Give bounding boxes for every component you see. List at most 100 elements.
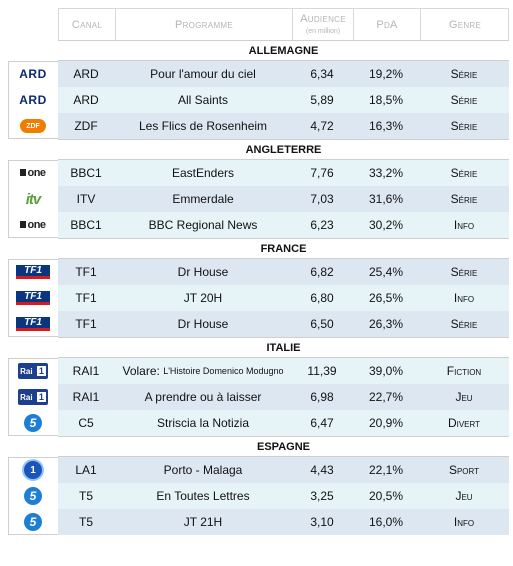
table-row: TF1 Dr House 6,82 25,4% Série: [58, 259, 509, 285]
cell-audience: 6,23: [310, 218, 334, 232]
cell-canal: LA1: [75, 463, 97, 477]
cell-poa: 33,2%: [368, 166, 404, 180]
cinque-logo-icon: 5: [24, 414, 42, 432]
cell-genre: Série: [450, 67, 478, 81]
la1-logo-icon: 1: [24, 461, 42, 479]
cell-programme: All Saints: [177, 93, 229, 107]
cell-programme: Volare: L'Histoire Domenico Modugno: [115, 358, 291, 384]
bbc-one-logo-icon: one: [20, 167, 46, 179]
channel-logo: one: [14, 216, 52, 234]
cell-canal: BBC1: [70, 218, 102, 232]
cell-programme: Pour l'amour du ciel: [150, 67, 256, 81]
cell-audience: 3,25: [310, 489, 334, 503]
cell-programme: JT 20H: [183, 291, 223, 305]
channel-logo: TF1: [14, 289, 52, 307]
table-row: T5 JT 21H 3,10 16,0% Info: [58, 509, 509, 535]
cell-canal: T5: [78, 489, 93, 503]
cell-poa: 31,6%: [368, 192, 404, 206]
cell-canal: ITV: [76, 192, 96, 206]
header-audience-label: Audience: [300, 12, 346, 25]
table-row: LA1 Porto - Malaga 4,43 22,1% Sport: [58, 457, 509, 483]
table-row: ARD All Saints 5,89 18,5% Série: [58, 87, 509, 113]
cell-poa: 22,1%: [368, 463, 404, 477]
channel-logo: one: [14, 164, 52, 182]
cell-canal: TF1: [75, 291, 97, 305]
tf1-logo-icon: TF1: [16, 265, 50, 279]
cell-poa: 20,9%: [368, 416, 404, 430]
ard-logo-icon: ARD: [19, 93, 47, 107]
cell-programme: Porto - Malaga: [163, 463, 243, 477]
channel-logo: 5: [14, 487, 52, 505]
cell-genre: Série: [450, 93, 478, 107]
bbc-one-logo-icon: one: [20, 219, 46, 231]
table-row: RAI1 A prendre ou à laisser 6,98 22,7% Jeu: [58, 384, 509, 410]
cell-audience: 6,47: [310, 416, 334, 430]
cell-canal: ARD: [73, 67, 99, 81]
header-audience-unit: (en million): [305, 27, 341, 35]
cell-audience: 4,72: [310, 119, 334, 133]
header-genre: Genre: [448, 18, 482, 31]
cell-poa: 39,0%: [368, 364, 404, 378]
channel-logo: TF1: [14, 315, 52, 333]
table-header: Canal Programme Audience (en million) Pd…: [58, 8, 509, 41]
cell-audience: 5,89: [310, 93, 334, 107]
zdf-logo-icon: ZDF: [20, 119, 46, 133]
rai1-logo-icon: Rai 1: [18, 363, 48, 379]
country-header: ALLEMAGNE: [58, 40, 509, 61]
country-header: ANGLETERRE: [58, 139, 509, 160]
cell-canal: ZDF: [74, 119, 98, 133]
cell-poa: 16,3%: [368, 119, 404, 133]
cell-programme: Dr House: [177, 265, 229, 279]
cell-audience: 7,76: [310, 166, 334, 180]
cell-genre: Info: [453, 291, 475, 305]
tf1-logo-icon: TF1: [16, 317, 50, 331]
cell-programme: EastEnders: [171, 166, 235, 180]
table-row: BBC1 EastEnders 7,76 33,2% Série: [58, 160, 509, 186]
cell-poa: 25,4%: [368, 265, 404, 279]
cell-genre: Jeu: [455, 390, 473, 404]
cell-audience: 6,50: [310, 317, 334, 331]
cell-canal: C5: [78, 416, 94, 430]
table-row: RAI1 Volare: L'Histoire Domenico Modugno 1…: [58, 358, 509, 384]
cell-canal: ARD: [73, 93, 99, 107]
cell-canal: T5: [78, 515, 93, 529]
cell-poa: 16,0%: [368, 515, 404, 529]
country-header: FRANCE: [58, 238, 509, 259]
cell-audience: 6,82: [310, 265, 334, 279]
cell-programme: Les Flics de Rosenheim: [138, 119, 268, 133]
cell-genre: Série: [450, 166, 478, 180]
cell-poa: 19,2%: [368, 67, 404, 81]
channel-logo: TF1: [14, 263, 52, 281]
bbc-block-icon: [20, 221, 27, 228]
cell-audience: 4,43: [310, 463, 334, 477]
cell-audience: 6,80: [310, 291, 334, 305]
channel-logo: itv: [14, 190, 52, 208]
cell-programme: BBC Regional News: [148, 218, 258, 232]
rai-text: Rai: [20, 366, 33, 376]
cell-poa: 22,7%: [368, 390, 404, 404]
channel-logo: ZDF: [14, 117, 52, 135]
channel-logo: ARD: [14, 91, 52, 109]
bbc-block-icon: [20, 169, 27, 176]
cell-genre: Info: [453, 218, 475, 232]
rai1-logo-icon: Rai 1: [18, 389, 48, 405]
cell-poa: 30,2%: [368, 218, 404, 232]
cell-genre: Série: [450, 265, 478, 279]
cell-canal: TF1: [75, 265, 97, 279]
cell-canal: RAI1: [72, 390, 100, 404]
rai-number: 1: [36, 366, 46, 376]
table-row: TF1 Dr House 6,50 26,3% Série: [58, 311, 509, 337]
bbc-one-text: one: [27, 219, 46, 231]
cell-genre: Série: [450, 119, 478, 133]
table-row: ITV Emmerdale 7,03 31,6% Série: [58, 186, 509, 212]
cell-audience: 3,10: [310, 515, 334, 529]
cell-programme: Striscia la Notizia: [156, 416, 250, 430]
channel-logo: Rai 1: [14, 388, 52, 406]
table-row: BBC1 BBC Regional News 6,23 30,2% Info: [58, 212, 509, 238]
cell-poa: 26,3%: [368, 317, 404, 331]
programme-title: Volare:: [122, 364, 164, 378]
cell-audience: 6,98: [310, 390, 334, 404]
table-row: ARD Pour l'amour du ciel 6,34 19,2% Série: [58, 61, 509, 87]
cell-audience: 11,39: [307, 364, 337, 378]
ard-logo-icon: ARD: [19, 67, 47, 81]
